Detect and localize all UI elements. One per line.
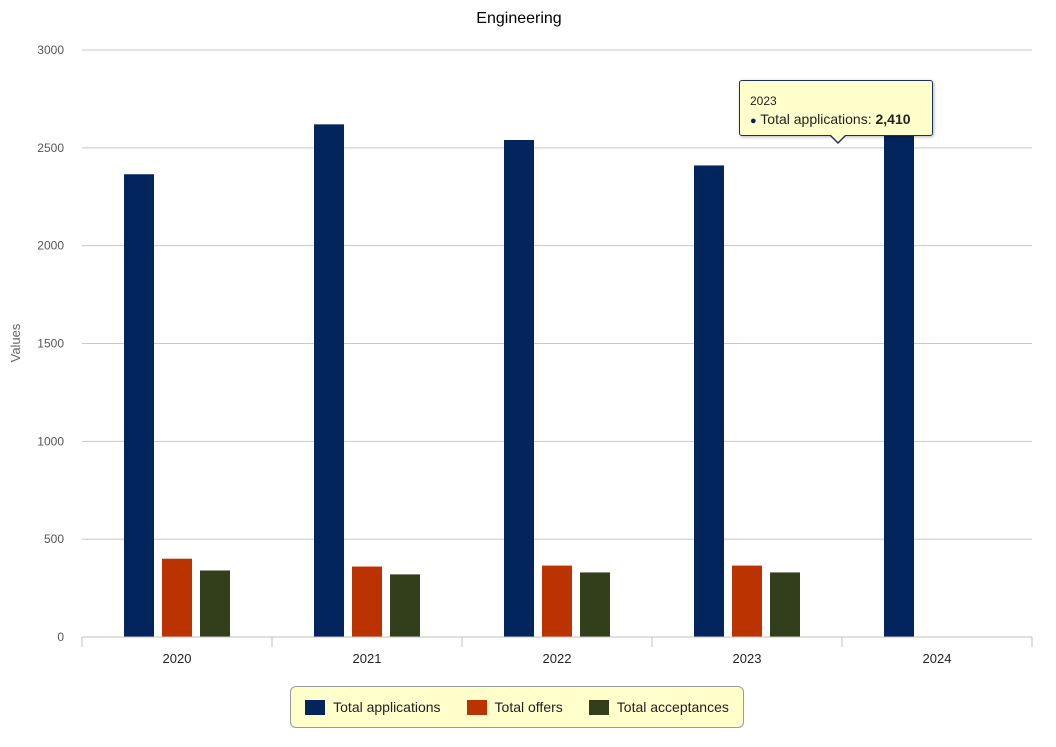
bar-total-offers[interactable] [542, 565, 572, 637]
axes: 0 500 1000 1500 2000 2500 3000 2020 2021 2022 2023… [37, 43, 1033, 666]
tooltip-category: 2023 [750, 94, 777, 108]
tooltip-bullet-icon: ● [750, 115, 757, 127]
bar-total-applications[interactable] [314, 124, 344, 637]
legend-item-applications[interactable]: Total applications [305, 699, 441, 715]
x-tick-label: 2023 [733, 651, 762, 666]
x-tick-label: 2020 [163, 651, 192, 666]
tooltip-series-label: Total applications: [760, 111, 872, 127]
x-tick-label: 2021 [353, 651, 382, 666]
bar-total-acceptances[interactable] [390, 574, 420, 637]
legend: Total applications Total offers Total ac… [290, 686, 744, 728]
tooltip: 2023 ● Total applications: 2,410 [739, 80, 933, 136]
bar-total-acceptances[interactable] [200, 570, 230, 637]
legend-label-offers: Total offers [494, 699, 563, 715]
y-tick-label: 0 [57, 630, 64, 644]
x-tick-label: 2024 [923, 651, 952, 666]
legend-swatch-acceptances [588, 699, 609, 715]
legend-swatch-applications [305, 699, 326, 715]
y-tick-label: 2000 [37, 239, 64, 253]
gridlines [82, 49, 1032, 540]
bar-total-acceptances[interactable] [580, 572, 610, 637]
tooltip-value: 2,410 [875, 111, 911, 127]
bar-total-applications[interactable] [694, 165, 724, 637]
bars [124, 124, 914, 638]
legend-item-offers[interactable]: Total offers [466, 699, 563, 715]
legend-label-acceptances: Total acceptances [616, 699, 729, 715]
y-tick-label: 500 [44, 532, 64, 546]
bar-total-offers[interactable] [352, 566, 382, 637]
bar-total-offers[interactable] [732, 565, 762, 637]
x-tick-label: 2022 [543, 651, 572, 666]
legend-swatch-offers [466, 699, 487, 715]
bar-total-applications[interactable] [124, 174, 154, 637]
legend-item-acceptances[interactable]: Total acceptances [588, 699, 729, 715]
bar-total-offers[interactable] [162, 558, 192, 637]
bar-total-applications[interactable] [504, 140, 534, 638]
tooltip-arrow-fill [831, 135, 845, 142]
y-tick-label: 3000 [37, 43, 64, 57]
y-tick-label: 1000 [37, 434, 64, 448]
bar-total-applications[interactable] [884, 128, 914, 637]
y-axis-label: Values [8, 323, 23, 362]
bar-total-acceptances[interactable] [770, 572, 800, 637]
chart-title: Engineering [476, 10, 561, 27]
legend-label-applications: Total applications [333, 699, 441, 715]
y-tick-label: 2500 [37, 141, 64, 155]
y-tick-label: 1500 [37, 337, 64, 351]
